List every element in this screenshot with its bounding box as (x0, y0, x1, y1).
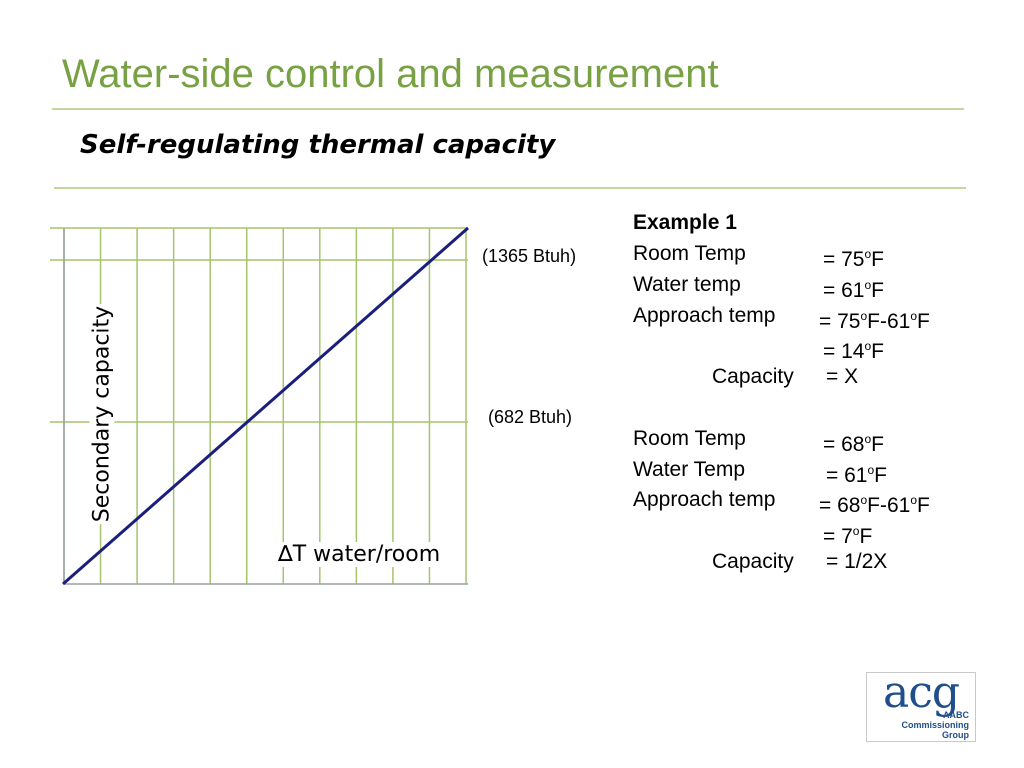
ex1-approach-value: = 75oF-61oF (819, 309, 930, 333)
annotation-1365-btuh: (1365 Btuh) (482, 246, 577, 266)
ex2-room-value: = 68oF (823, 432, 884, 456)
logo-line-group: Group (942, 730, 969, 740)
ex2-water-label: Water Temp (633, 458, 746, 481)
capacity-series-line (62, 226, 469, 586)
slide-title: Water-side control and measurement (62, 52, 719, 96)
ex1-capacity-value: = X (826, 365, 859, 388)
ex1-capacity-label: Capacity (712, 365, 794, 388)
ex1-approach-result: = 14oF (823, 339, 884, 363)
ex2-capacity-label: Capacity (712, 550, 794, 573)
ex2-approach-label: Approach temp (633, 488, 776, 511)
grid-horizontal-lines (50, 227, 468, 423)
acg-logo: acg AABC Commissioning Group (866, 667, 976, 742)
ex1-water-value: = 61oF (823, 278, 884, 302)
grid-vertical-lines (63, 228, 467, 584)
ex2-approach-result: = 7oF (823, 524, 873, 548)
ex2-capacity-value: = 1/2X (826, 550, 888, 573)
logo-wordmark: acg (882, 667, 960, 718)
subtitle-divider (54, 187, 966, 189)
ex2-water-value: = 61oF (826, 463, 887, 487)
ex1-approach-label: Approach temp (633, 304, 776, 327)
annotation-682-btuh: (682 Btuh) (488, 407, 573, 427)
ex1-water-label: Water temp (633, 273, 741, 296)
capacity-chart (50, 226, 469, 586)
logo-line-aabc: AABC (943, 710, 969, 720)
title-divider (52, 108, 964, 110)
logo-line-commissioning: Commissioning (901, 720, 969, 730)
x-axis-label: ∆T water/room (276, 542, 443, 567)
ex1-room-label: Room Temp (633, 242, 746, 265)
y-axis-label: Secondary capacity (89, 303, 115, 525)
ex1-room-value: = 75oF (823, 247, 884, 271)
slide-subtitle: Self-regulating thermal capacity (80, 130, 556, 160)
ex2-room-label: Room Temp (633, 427, 746, 450)
example-heading: Example 1 (633, 211, 737, 234)
ex2-approach-value: = 68oF-61oF (819, 493, 930, 517)
